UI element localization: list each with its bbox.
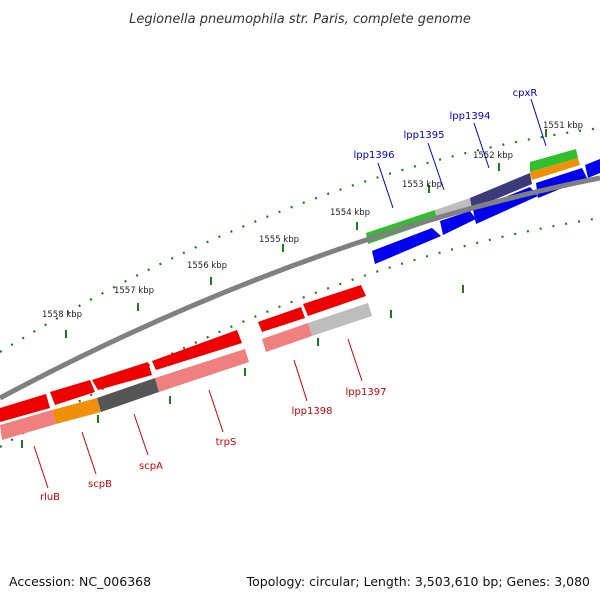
- cds-scpB[interactable]: [50, 380, 95, 405]
- tick-label: 1557 kbp: [114, 286, 154, 296]
- tick-label: 1552 kbp: [473, 151, 513, 161]
- gene-label-cpxR[interactable]: cpxR: [513, 88, 538, 99]
- leader-line: [530, 98, 547, 147]
- reverse-labels: lpp1397 lpp1398 trpS scpA scpB rluB: [33, 338, 387, 503]
- leader-line: [208, 389, 224, 433]
- leader-line: [81, 431, 97, 475]
- gene-scpA[interactable]: [97, 378, 159, 412]
- gene-cpxR[interactable]: [530, 149, 578, 172]
- leader-line: [427, 142, 445, 191]
- map-title: Legionella pneumophila str. Paris, compl…: [129, 12, 471, 27]
- reverse-gene-track: [0, 303, 372, 440]
- leader-line: [33, 445, 49, 489]
- cds-next[interactable]: [585, 159, 600, 178]
- gene-trpS[interactable]: [155, 349, 249, 392]
- gene-rluB[interactable]: [0, 410, 56, 440]
- gene-label-scpA[interactable]: scpA: [139, 461, 163, 472]
- gene-label-scpB[interactable]: scpB: [88, 479, 112, 490]
- cds-trpS[interactable]: [152, 330, 242, 370]
- cds-lpp1398[interactable]: [258, 307, 305, 332]
- genome-summary-text: Topology: circular; Length: 3,503,610 bp…: [246, 574, 590, 589]
- gene-lpp1397[interactable]: [308, 303, 372, 336]
- cds-rluB[interactable]: [0, 394, 50, 422]
- cds-scpA[interactable]: [92, 362, 152, 390]
- gene-label-lpp1398[interactable]: lpp1398: [292, 406, 333, 417]
- tick-label: 1553 kbp: [402, 180, 442, 190]
- gene-label-lpp1395[interactable]: lpp1395: [404, 130, 445, 141]
- accession-text: Accession: NC_006368: [9, 574, 151, 589]
- gene-scpB[interactable]: [52, 398, 101, 424]
- cds-lpp1395[interactable]: [440, 211, 476, 235]
- leader-line: [293, 359, 308, 402]
- gene-lpp1394[interactable]: [470, 173, 532, 209]
- gene-cpxR-orange[interactable]: [530, 158, 580, 180]
- outer-tick-ring: [0, 126, 600, 448]
- cds-lpp1396[interactable]: [372, 228, 441, 264]
- tick-label: 1558 kbp: [42, 310, 82, 320]
- forward-labels: cpxR lpp1394 lpp1395 lpp1396: [354, 88, 547, 209]
- leader-line: [347, 338, 363, 382]
- tick-labels: 1551 kbp 1552 kbp 1553 kbp 1554 kbp 1555…: [42, 121, 583, 320]
- tick-label: 1555 kbp: [259, 235, 299, 245]
- gene-label-rluB[interactable]: rluB: [40, 492, 60, 503]
- cds-lpp1397[interactable]: [303, 285, 366, 316]
- tick-label: 1554 kbp: [330, 208, 370, 218]
- leader-line: [133, 413, 149, 456]
- outer-tick-dots: [0, 126, 600, 353]
- inner-tick-dots: [0, 216, 600, 448]
- forward-cds-track: [372, 159, 600, 264]
- gene-label-trpS[interactable]: trpS: [216, 437, 237, 448]
- leader-line: [473, 122, 490, 169]
- gene-label-lpp1396[interactable]: lpp1396: [354, 150, 395, 161]
- gene-lpp1398[interactable]: [262, 323, 312, 352]
- tick-label: 1556 kbp: [187, 261, 227, 271]
- gene-label-lpp1394[interactable]: lpp1394: [450, 111, 491, 122]
- major-ticks: [21, 129, 547, 448]
- genome-backbone: [0, 175, 600, 401]
- tick-label: 1551 kbp: [543, 121, 583, 131]
- reverse-cds-track: [0, 285, 366, 422]
- leader-line: [377, 162, 394, 209]
- gene-label-lpp1397[interactable]: lpp1397: [346, 387, 387, 398]
